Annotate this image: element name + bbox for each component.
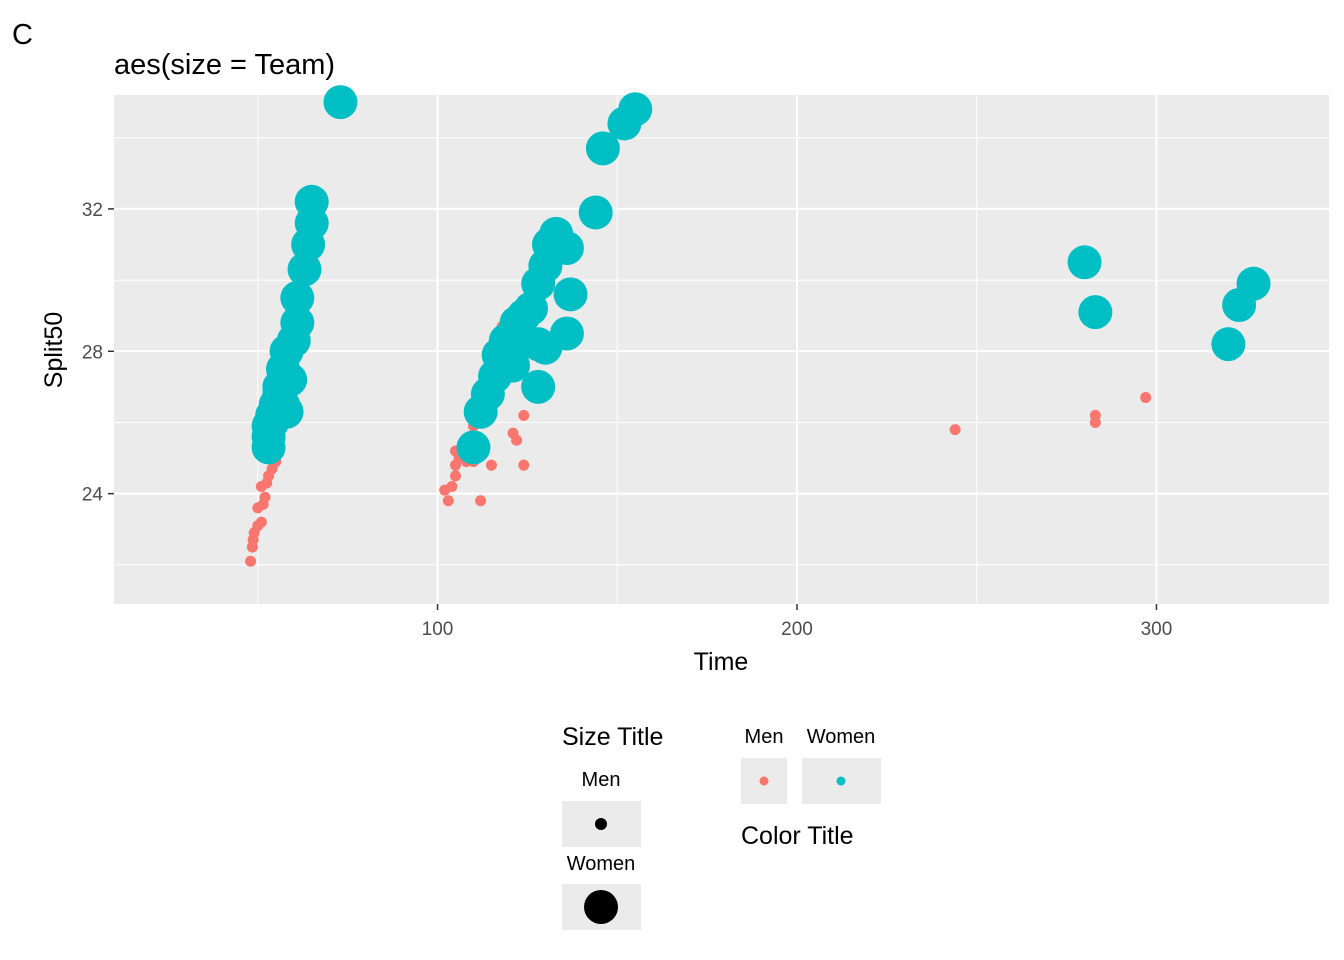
point-women bbox=[578, 195, 613, 230]
point-men bbox=[446, 481, 458, 493]
color-legend-key-men bbox=[759, 776, 769, 786]
point-women bbox=[1067, 245, 1102, 280]
point-women bbox=[280, 280, 315, 315]
y-tick-label: 28 bbox=[82, 342, 103, 363]
chart-title: aes(size = Team) bbox=[114, 49, 335, 81]
point-women bbox=[553, 277, 588, 312]
color-legend-label-women: Women bbox=[807, 726, 876, 748]
point-men bbox=[255, 516, 267, 528]
panel-label: C bbox=[12, 19, 33, 51]
point-men bbox=[245, 555, 257, 567]
point-men bbox=[1140, 392, 1152, 404]
x-tick-label: 100 bbox=[422, 619, 454, 640]
point-women bbox=[521, 369, 556, 404]
y-tick-label: 24 bbox=[82, 485, 104, 506]
color-legend-key-women bbox=[836, 776, 846, 786]
size-legend-key-men bbox=[595, 818, 607, 830]
point-men bbox=[511, 434, 523, 446]
point-women bbox=[549, 316, 584, 351]
point-men bbox=[259, 491, 271, 503]
point-women bbox=[1078, 295, 1113, 330]
size-legend-title: Size Title bbox=[562, 723, 663, 751]
color-legend: Men Women Color Title bbox=[741, 726, 881, 850]
point-women bbox=[585, 131, 620, 166]
point-women bbox=[323, 85, 358, 120]
point-women bbox=[1236, 266, 1271, 301]
size-legend-label-men: Men bbox=[582, 769, 621, 791]
y-axis-title: Split50 bbox=[40, 312, 68, 388]
point-men bbox=[449, 470, 461, 482]
x-tick-label: 200 bbox=[781, 619, 813, 640]
point-women bbox=[287, 252, 322, 287]
point-men bbox=[1089, 409, 1101, 421]
size-legend: Size Title Men Women bbox=[562, 723, 663, 930]
point-women bbox=[294, 184, 329, 219]
point-women bbox=[618, 92, 653, 127]
x-axis-title: Time bbox=[694, 648, 749, 676]
color-legend-label-men: Men bbox=[745, 726, 784, 748]
series-women bbox=[251, 85, 1271, 465]
y-tick-label: 32 bbox=[82, 200, 103, 221]
grid-major bbox=[114, 95, 1329, 604]
point-men bbox=[518, 459, 530, 471]
point-women bbox=[456, 430, 491, 465]
size-legend-key-women bbox=[584, 890, 618, 924]
point-men bbox=[518, 409, 530, 421]
point-men bbox=[949, 424, 961, 436]
color-legend-title: Color Title bbox=[741, 822, 854, 850]
point-women bbox=[496, 348, 531, 383]
point-women bbox=[273, 362, 308, 397]
point-men bbox=[442, 495, 454, 507]
point-women bbox=[549, 231, 584, 266]
plot-panel bbox=[114, 95, 1329, 604]
grid-minor bbox=[114, 95, 1329, 604]
point-men bbox=[475, 495, 487, 507]
point-women bbox=[1211, 327, 1246, 362]
axis-ticks: 100 200 300 24 28 32 bbox=[82, 200, 1172, 640]
point-women bbox=[280, 305, 315, 340]
x-tick-label: 300 bbox=[1141, 619, 1173, 640]
point-men bbox=[485, 459, 497, 471]
size-legend-label-women: Women bbox=[567, 853, 636, 875]
